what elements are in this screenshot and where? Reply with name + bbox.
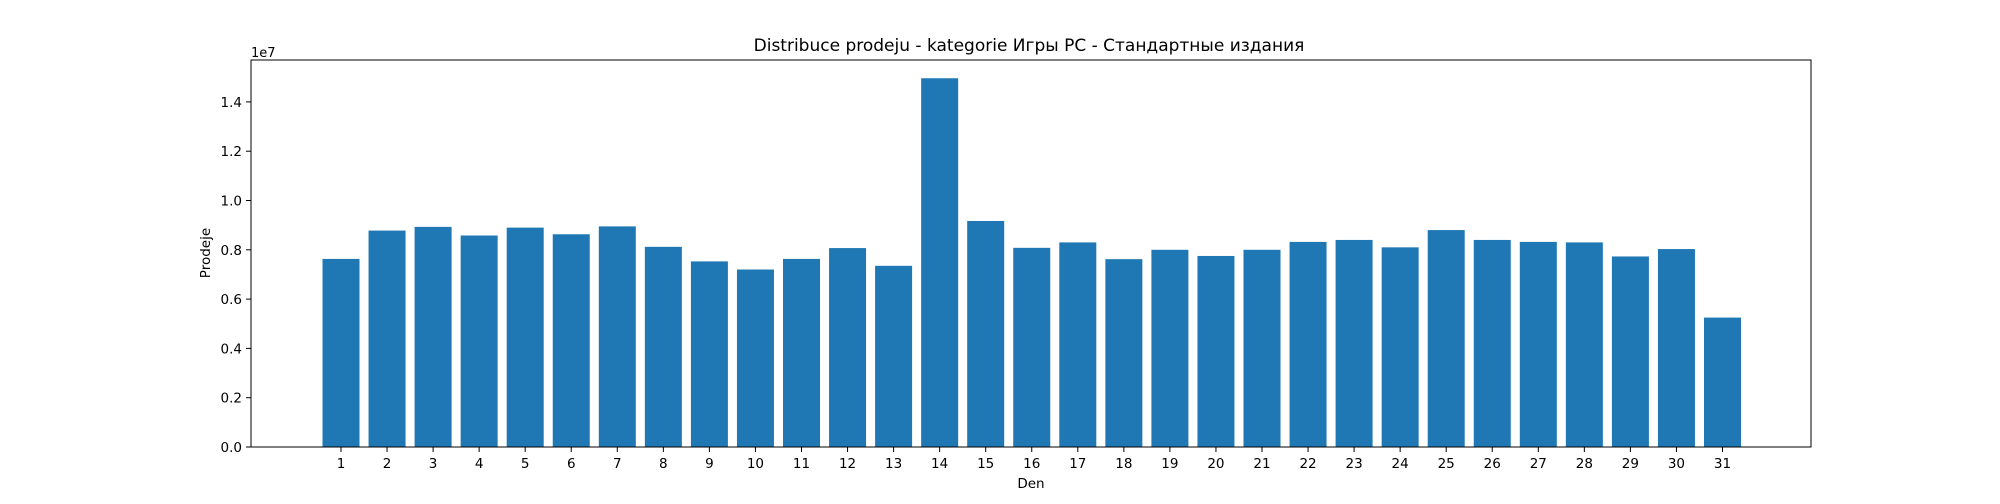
bar-day-11 bbox=[783, 258, 820, 447]
x-tick-label: 9 bbox=[705, 456, 714, 472]
bar-day-14 bbox=[921, 78, 959, 448]
x-tick-label: 22 bbox=[1299, 456, 1316, 472]
bar-day-1 bbox=[322, 258, 360, 447]
bar-day-16 bbox=[1013, 247, 1051, 447]
x-tick-label: 1 bbox=[337, 456, 346, 472]
x-tick-label: 18 bbox=[1115, 456, 1132, 472]
y-tick-label: 0.4 bbox=[221, 341, 242, 357]
y-axis-scale-label: 1e7 bbox=[251, 46, 276, 61]
x-tick-label: 30 bbox=[1668, 456, 1685, 472]
x-tick-label: 26 bbox=[1484, 456, 1501, 472]
x-tick-label: 2 bbox=[383, 456, 392, 472]
y-tick-label: 1.2 bbox=[221, 144, 242, 160]
bar-day-10 bbox=[736, 269, 774, 447]
x-tick-label: 27 bbox=[1530, 456, 1547, 472]
bar-day-7 bbox=[598, 226, 636, 447]
x-tick-label: 17 bbox=[1069, 456, 1086, 472]
bar-day-5 bbox=[506, 227, 544, 447]
bar-day-31 bbox=[1704, 317, 1741, 447]
bar-day-30 bbox=[1657, 249, 1695, 447]
bar-day-4 bbox=[460, 235, 498, 447]
bar-day-27 bbox=[1519, 241, 1557, 447]
x-tick-label: 12 bbox=[839, 456, 856, 472]
bar-day-24 bbox=[1381, 247, 1419, 447]
x-tick-label: 16 bbox=[1023, 456, 1040, 472]
bar-day-18 bbox=[1105, 259, 1143, 447]
x-tick-label: 31 bbox=[1714, 456, 1731, 472]
x-tick-label: 4 bbox=[475, 456, 484, 472]
x-tick-label: 6 bbox=[567, 456, 576, 472]
bar-day-3 bbox=[414, 226, 452, 447]
y-tick-label: 0.6 bbox=[221, 292, 242, 308]
x-tick-label: 15 bbox=[977, 456, 994, 472]
x-tick-label: 8 bbox=[659, 456, 668, 472]
bar-day-28 bbox=[1565, 242, 1603, 447]
bar-day-29 bbox=[1611, 256, 1649, 447]
bar-day-17 bbox=[1059, 242, 1097, 447]
x-tick-label: 13 bbox=[885, 456, 902, 472]
x-tick-label: 21 bbox=[1253, 456, 1270, 472]
plot-frame bbox=[250, 59, 1812, 448]
x-tick-label: 20 bbox=[1207, 456, 1224, 472]
x-tick-label: 5 bbox=[521, 456, 530, 472]
x-tick-label: 29 bbox=[1622, 456, 1639, 472]
x-axis-label: Den bbox=[1017, 476, 1044, 492]
bar-day-20 bbox=[1197, 255, 1235, 447]
bars-layer bbox=[322, 78, 1741, 448]
bar-day-23 bbox=[1335, 239, 1373, 447]
bar-day-6 bbox=[552, 234, 590, 447]
bar-day-8 bbox=[644, 246, 682, 447]
bar-day-13 bbox=[875, 265, 913, 447]
x-tick-label: 10 bbox=[747, 456, 764, 472]
x-tick-label: 25 bbox=[1438, 456, 1455, 472]
bar-day-21 bbox=[1243, 249, 1281, 447]
x-tick-label: 19 bbox=[1161, 456, 1178, 472]
bar-day-19 bbox=[1151, 249, 1189, 447]
bar-day-9 bbox=[690, 261, 728, 447]
bar-day-15 bbox=[967, 220, 1005, 447]
x-tick-label: 7 bbox=[613, 456, 622, 472]
bar-day-2 bbox=[368, 230, 406, 447]
bar-day-25 bbox=[1427, 230, 1465, 447]
y-tick-label: 0.8 bbox=[221, 243, 242, 259]
x-tick-label: 11 bbox=[793, 456, 810, 472]
bar-day-12 bbox=[829, 248, 867, 447]
x-tick-label: 28 bbox=[1576, 456, 1593, 472]
x-tick-label: 23 bbox=[1346, 456, 1363, 472]
x-tick-label: 3 bbox=[429, 456, 438, 472]
bar-day-22 bbox=[1289, 241, 1327, 447]
ticks-layer: 1 2 3 4 5 6 7 8 9 10 11 12 13 14 15 16 17 18 19 20 21 22 23 24 2… bbox=[221, 95, 1732, 472]
x-tick-label: 24 bbox=[1392, 456, 1409, 472]
chart-title: Distribuce prodeju - kategorie Игры PC -… bbox=[754, 36, 1305, 56]
y-tick-label: 0.0 bbox=[221, 440, 242, 456]
x-tick-label: 14 bbox=[931, 456, 948, 472]
y-tick-label: 1.0 bbox=[221, 194, 242, 210]
y-tick-label: 1.4 bbox=[221, 95, 242, 111]
y-axis-label: Prodeje bbox=[198, 228, 214, 278]
y-tick-label: 0.2 bbox=[221, 391, 242, 407]
bar-day-26 bbox=[1473, 239, 1511, 447]
